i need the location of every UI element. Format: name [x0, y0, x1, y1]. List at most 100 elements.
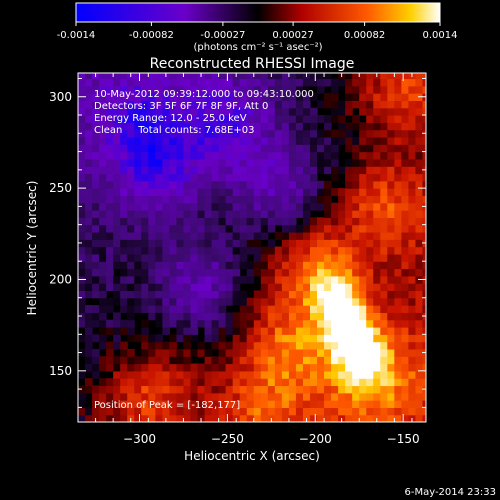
- heatmap-cell: [288, 385, 297, 394]
- heatmap-cell: [232, 385, 241, 394]
- heatmap-cell: [211, 202, 220, 211]
- heatmap-cell: [331, 115, 339, 123]
- heatmap-cell: [302, 319, 311, 328]
- heatmap-cell: [387, 129, 395, 138]
- heatmap-cell: [281, 268, 290, 277]
- heatmap-cell: [162, 268, 170, 277]
- heatmap-cell: [218, 400, 227, 408]
- heatmap-cell: [127, 217, 135, 226]
- heatmap-cell: [134, 334, 142, 343]
- heatmap-cell: [366, 136, 374, 145]
- heatmap-cell: [394, 151, 402, 160]
- heatmap-cell: [225, 224, 234, 233]
- heatmap-cell: [317, 348, 325, 357]
- heatmap-cell: [106, 400, 114, 408]
- heatmap-cell: [246, 107, 255, 116]
- heatmap-cell: [267, 275, 276, 284]
- heatmap-cell: [218, 122, 227, 131]
- heatmap-cell: [218, 356, 227, 365]
- heatmap-cell: [366, 210, 374, 218]
- heatmap-cell: [204, 224, 213, 233]
- heatmap-cell: [267, 370, 276, 379]
- heatmap-cell: [246, 370, 255, 379]
- heatmap-cell: [422, 180, 426, 189]
- heatmap-cell: [274, 158, 283, 167]
- heatmap-cell: [85, 253, 93, 262]
- heatmap-cell: [183, 326, 192, 335]
- heatmap-cell: [359, 370, 367, 379]
- heatmap-cell: [239, 129, 248, 138]
- heatmap-cell: [197, 268, 206, 277]
- heatmap-cell: [92, 158, 100, 167]
- heatmap-cell: [78, 319, 86, 328]
- heatmap-cell: [190, 378, 199, 387]
- heatmap-cell: [225, 312, 234, 321]
- heatmap-cell: [113, 414, 121, 422]
- heatmap-cell: [155, 414, 163, 422]
- heatmap-cell: [190, 290, 199, 299]
- heatmap-cell: [127, 115, 135, 123]
- heatmap-cell: [281, 151, 290, 160]
- heatmap-cell: [380, 151, 388, 160]
- heatmap-cell: [253, 319, 262, 328]
- heatmap-cell: [141, 392, 149, 401]
- heatmap-cell: [239, 253, 248, 262]
- heatmap-cell: [295, 239, 304, 248]
- heatmap-cell: [295, 122, 304, 131]
- heatmap-cell: [225, 385, 234, 394]
- heatmap-cell: [415, 326, 424, 335]
- heatmap-cell: [148, 348, 156, 357]
- heatmap-cell: [415, 356, 424, 365]
- heatmap-cell: [302, 334, 311, 343]
- heatmap-cell: [120, 129, 128, 138]
- heatmap-cell: [183, 166, 192, 175]
- heatmap-cell: [232, 180, 241, 189]
- heatmap-cell: [92, 224, 100, 233]
- heatmap-cell: [246, 348, 255, 357]
- heatmap-cell: [288, 253, 297, 262]
- heatmap-cell: [415, 180, 424, 189]
- heatmap-cell: [239, 100, 248, 109]
- heatmap-cell: [99, 341, 107, 350]
- heatmap-cell: [183, 385, 192, 394]
- heatmap-cell: [281, 180, 290, 189]
- heatmap-cell: [106, 363, 114, 372]
- heatmap-cell: [246, 115, 255, 123]
- heatmap-cell: [310, 385, 318, 394]
- heatmap-cell: [415, 283, 424, 292]
- heatmap-cell: [239, 297, 248, 306]
- heatmap-cell: [338, 305, 346, 313]
- heatmap-cell: [99, 115, 107, 123]
- heatmap-cell: [394, 188, 402, 197]
- heatmap-cell: [260, 341, 269, 350]
- heatmap-cell: [120, 253, 128, 262]
- heatmap-cell: [211, 210, 220, 218]
- heatmap-cell: [302, 246, 311, 255]
- heatmap-cell: [415, 341, 424, 350]
- heatmap-cell: [310, 348, 318, 357]
- heatmap-cell: [281, 231, 290, 240]
- heatmap-cell: [225, 378, 234, 387]
- heatmap-cell: [141, 414, 149, 422]
- heatmap-cell: [155, 341, 163, 350]
- heatmap-cell: [78, 144, 86, 153]
- heatmap-cell: [366, 253, 374, 262]
- heatmap-cell: [99, 378, 107, 387]
- heatmap-cell: [239, 180, 248, 189]
- heatmap-cell: [408, 151, 417, 160]
- heatmap-cell: [366, 326, 374, 335]
- heatmap-cell: [288, 217, 297, 226]
- heatmap-cell: [310, 334, 318, 343]
- heatmap-cell: [85, 107, 93, 116]
- heatmap-cell: [204, 283, 213, 292]
- heatmap-cell: [366, 122, 374, 131]
- heatmap-cell: [127, 144, 135, 153]
- heatmap-cell: [148, 400, 156, 408]
- heatmap-cell: [352, 414, 360, 422]
- heatmap-cell: [113, 217, 121, 226]
- heatmap-cell: [408, 407, 417, 416]
- heatmap-cell: [169, 385, 178, 394]
- heatmap-cell: [225, 283, 234, 292]
- heatmap-cell: [106, 202, 114, 211]
- heatmap-cell: [141, 253, 149, 262]
